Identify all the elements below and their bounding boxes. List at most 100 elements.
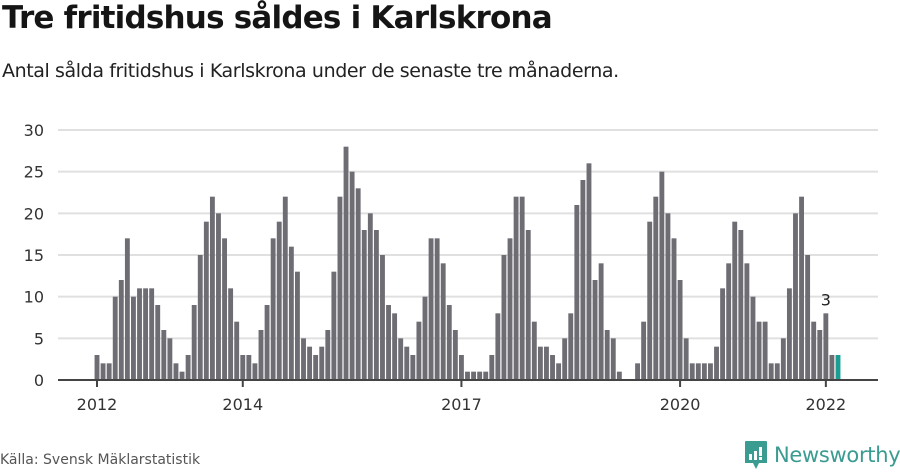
x-tick-label: 2017 xyxy=(441,395,482,414)
bar xyxy=(313,355,319,380)
bar xyxy=(513,196,519,380)
bar xyxy=(209,196,215,380)
bar xyxy=(94,355,100,380)
bar xyxy=(817,330,823,380)
bar xyxy=(301,338,306,380)
bar xyxy=(805,255,811,380)
bar xyxy=(477,371,483,380)
chart-subtitle: Antal sålda fritidshus i Karlskrona unde… xyxy=(2,60,619,82)
bar xyxy=(525,230,531,380)
bar xyxy=(185,355,191,380)
bar xyxy=(537,346,543,380)
bar xyxy=(507,238,513,380)
bar xyxy=(131,296,136,380)
chart-title: Tre fritidshus såldes i Karlskrona xyxy=(2,0,553,36)
bar xyxy=(361,230,367,380)
bar xyxy=(325,330,331,380)
source-note: Källa: Svensk Mäklarstatistik xyxy=(0,452,201,468)
bar xyxy=(677,280,683,380)
bar xyxy=(829,355,835,380)
bar xyxy=(428,238,434,380)
bar xyxy=(246,355,252,380)
bar xyxy=(568,313,574,380)
bar xyxy=(149,288,155,380)
bar xyxy=(647,221,653,380)
bar xyxy=(288,246,294,380)
x-tick-label: 2014 xyxy=(222,395,263,414)
bar xyxy=(276,221,282,380)
bar xyxy=(768,363,774,380)
bar-chart-speech-bubble-icon xyxy=(745,441,767,469)
bar xyxy=(106,363,112,380)
bar xyxy=(580,180,586,380)
bar xyxy=(823,313,829,380)
x-axis: 2012 2014 2017 2020 2022 xyxy=(58,379,878,414)
bar xyxy=(665,213,671,380)
bar xyxy=(404,346,410,380)
bar xyxy=(343,146,349,380)
bar xyxy=(222,238,227,380)
bar xyxy=(270,238,276,380)
x-tick-label: 2022 xyxy=(805,395,846,414)
bar xyxy=(307,346,313,380)
bar xyxy=(143,288,149,380)
bar xyxy=(519,196,525,380)
y-tick-label: 15 xyxy=(24,246,44,265)
bar xyxy=(440,263,446,380)
bar xyxy=(586,163,592,380)
bar xyxy=(234,321,240,380)
bar xyxy=(598,263,604,380)
bar xyxy=(544,346,549,380)
bar xyxy=(756,321,762,380)
bar xyxy=(203,221,209,380)
bar xyxy=(641,321,647,380)
bar xyxy=(726,263,732,380)
y-tick-label: 20 xyxy=(24,204,44,223)
bar xyxy=(786,288,792,380)
bars xyxy=(94,146,841,380)
bar xyxy=(714,346,719,380)
bar xyxy=(483,371,489,380)
newsworthy-logo[interactable]: Newsworthy xyxy=(744,440,900,470)
bar xyxy=(422,296,428,380)
bar xyxy=(556,363,562,380)
bar xyxy=(610,338,616,380)
bar xyxy=(689,363,695,380)
bar xyxy=(701,363,707,380)
bar xyxy=(635,363,641,380)
bar xyxy=(355,188,361,380)
annotation-label: 3 xyxy=(821,290,831,309)
bar xyxy=(264,305,270,380)
bar xyxy=(720,288,726,380)
bar xyxy=(471,371,477,380)
bar xyxy=(738,230,744,380)
x-tick-label: 2020 xyxy=(660,395,701,414)
bar xyxy=(604,330,610,380)
bar xyxy=(550,355,555,380)
bar xyxy=(367,213,373,380)
y-tick-label: 10 xyxy=(24,288,44,307)
bar xyxy=(744,263,750,380)
x-tick-label: 2012 xyxy=(77,395,118,414)
bar xyxy=(118,280,124,380)
last-value-annotation: 3 xyxy=(821,290,831,309)
bar xyxy=(337,196,343,380)
bar xyxy=(416,321,422,380)
bar xyxy=(252,363,258,380)
bar xyxy=(695,363,701,380)
y-axis-ticks: 0 5 10 15 20 25 30 xyxy=(24,121,44,390)
bar xyxy=(216,213,221,380)
y-tick-label: 30 xyxy=(24,121,44,140)
bar xyxy=(489,355,495,380)
bar xyxy=(446,305,452,380)
bar xyxy=(167,338,173,380)
bar xyxy=(228,288,234,380)
bar xyxy=(349,171,355,380)
bar xyxy=(155,305,161,380)
bar xyxy=(793,213,798,380)
bar-highlight xyxy=(835,355,841,380)
bar xyxy=(732,221,738,380)
bar xyxy=(774,363,780,380)
bar xyxy=(434,238,440,380)
bar xyxy=(282,196,288,380)
